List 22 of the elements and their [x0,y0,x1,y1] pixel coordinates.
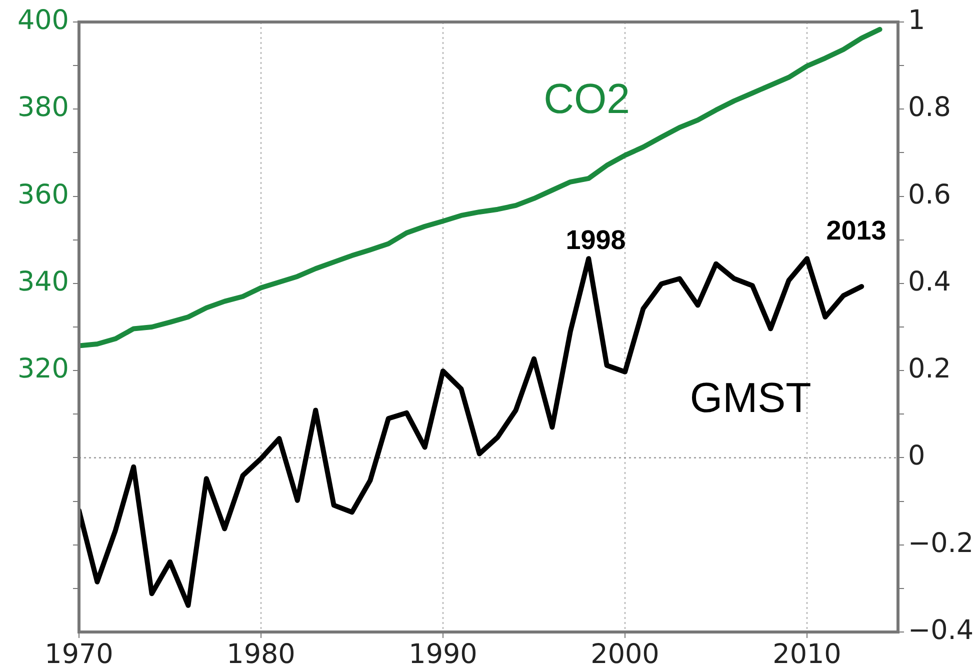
y-tick-label: 380 [17,92,69,124]
y-tick-label: 320 [17,354,69,385]
y2-tick-label: 1 [908,5,926,36]
y2-tick-label: 0.4 [908,266,951,298]
y2-tick-label: 0.8 [908,92,951,124]
y-tick-label: 360 [17,179,69,210]
series-label: CO2 [544,74,630,122]
x-tick-label: 1970 [44,639,114,670]
x-tick-label: 2000 [590,639,660,670]
annotation: 2013 [826,215,886,246]
y2-tick-label: 0.2 [908,354,951,385]
y2-tick-label: −0.4 [908,615,974,646]
y2-tick-label: −0.2 [908,528,974,559]
y-tick-label: 400 [17,5,69,36]
x-tick-label: 2010 [772,639,842,670]
x-tick-label: 1990 [408,639,478,670]
y-tick-label: 340 [17,266,69,298]
annotation: 1998 [566,225,626,256]
y2-tick-label: 0 [908,440,926,472]
series-label: GMST [690,374,812,421]
x-tick-label: 1980 [226,639,296,670]
y2-tick-label: 0.6 [908,179,951,210]
